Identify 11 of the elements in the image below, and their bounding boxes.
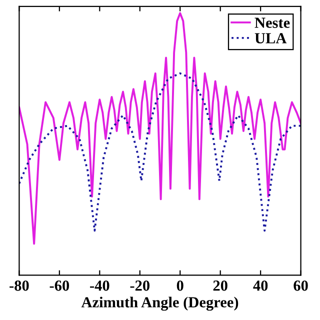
x-tick-label: -20 (130, 280, 150, 291)
x-tick-label: 20 (213, 280, 228, 291)
x-tick-label: -80 (10, 280, 29, 291)
legend-label: ULA (254, 33, 287, 44)
x-tick-label: 40 (253, 280, 268, 291)
x-tick-label: -40 (90, 280, 110, 291)
x-tick-label: 60 (294, 280, 308, 291)
x-tick-label: -60 (50, 280, 70, 291)
x-axis-title: Azimuth Angle (Degree) (81, 296, 238, 311)
x-tick-label: 0 (176, 280, 184, 291)
legend-label: Neste (254, 18, 290, 28)
